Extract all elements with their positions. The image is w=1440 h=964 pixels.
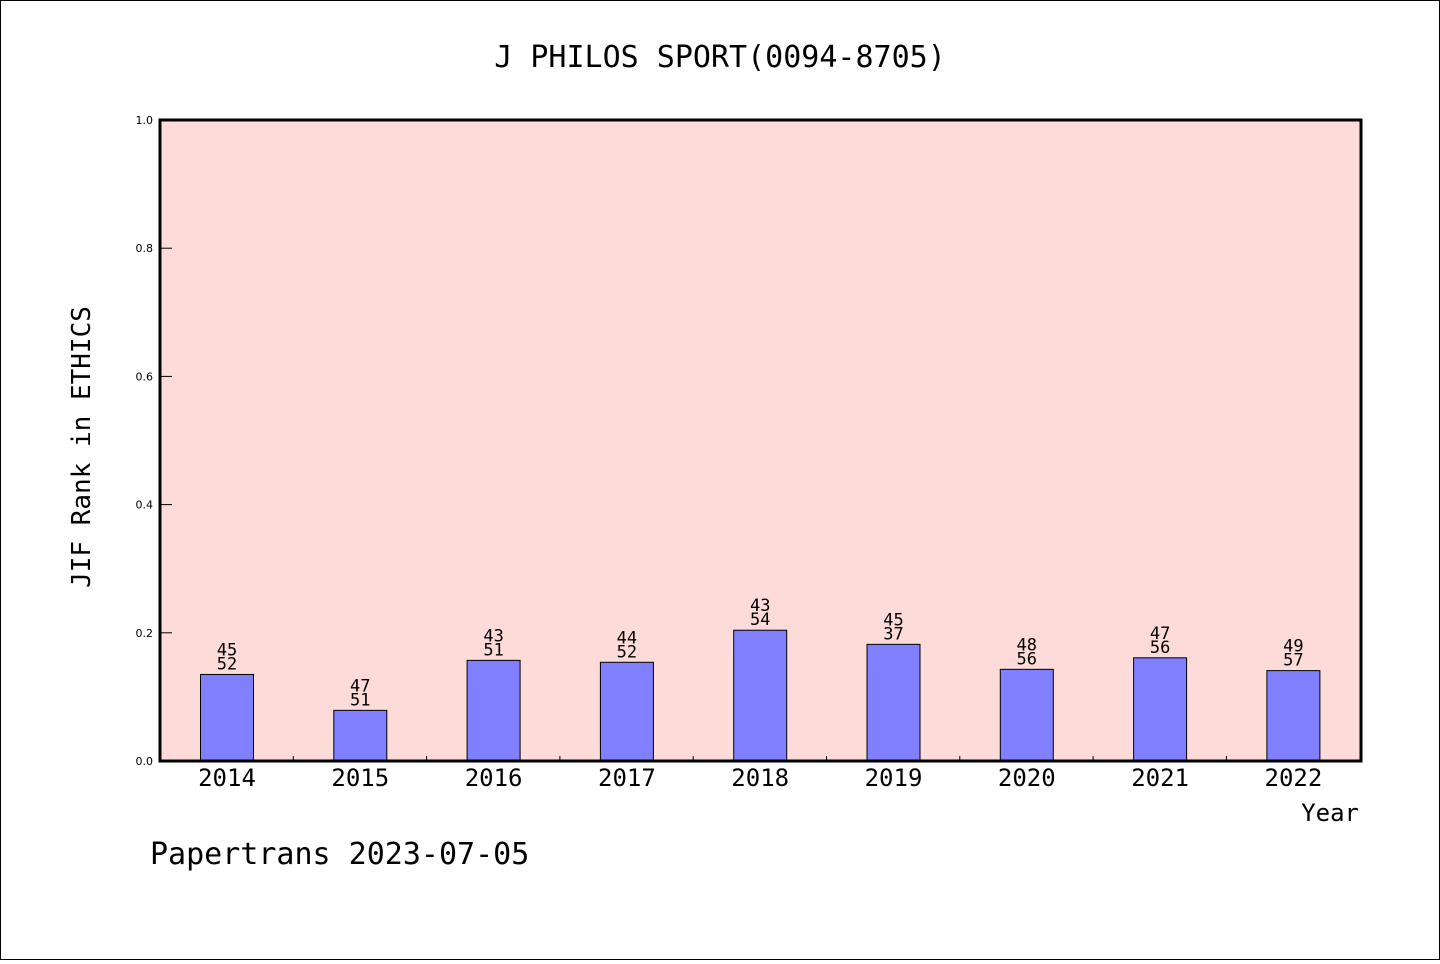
bar-rank-label: 49	[1283, 637, 1303, 657]
axis-ticks: 2014 2015 2016 2017 2018 2019 2020 2021 2022 0.0 0…	[136, 114, 1323, 792]
x-tick-label-2016: 2016	[465, 764, 523, 792]
bar-total-label: 51	[350, 690, 370, 710]
bar-2020	[999, 668, 1054, 762]
y-tick-label: 0.0	[136, 755, 154, 768]
bar-total-label: 37	[883, 624, 903, 644]
bar-rank-label: 43	[750, 596, 770, 616]
plot-border	[158, 118, 1363, 763]
bar-total-label: 52	[617, 642, 637, 662]
bar-rank-label: 45	[217, 640, 237, 660]
y-axis-label: JIF Rank in ETHICS	[67, 306, 97, 588]
x-tick-label-2022: 2022	[1265, 764, 1323, 792]
y-tick-label: 0.4	[136, 499, 154, 512]
bar-total-label: 54	[750, 610, 770, 630]
footer-credit: Papertrans 2023-07-05	[150, 837, 529, 872]
bar-total-label: 57	[1283, 651, 1303, 671]
x-tick-label-2020: 2020	[998, 764, 1056, 792]
x-tick-label-2017: 2017	[598, 764, 656, 792]
bar-2019	[866, 643, 921, 762]
y-tick-label: 0.2	[136, 627, 154, 640]
x-tick-label-2015: 2015	[331, 764, 389, 792]
x-axis-label: Year	[1301, 799, 1359, 827]
bar-2018	[733, 629, 788, 762]
y-tick-label: 0.6	[136, 370, 154, 383]
bar-2022	[1266, 670, 1321, 762]
chart-title: J PHILOS SPORT(0094-8705)	[494, 40, 946, 75]
bar-rank-label: 44	[617, 628, 637, 648]
bar-total-label: 51	[483, 640, 503, 660]
bar-rank-label: 47	[1150, 624, 1170, 644]
bar-rank-label: 43	[483, 626, 503, 646]
bar-rank-label: 47	[350, 676, 370, 696]
y-tick-label: 1.0	[136, 114, 154, 127]
bar-2014	[200, 673, 254, 762]
bar-total-label: 56	[1150, 638, 1170, 658]
bar-2021	[1133, 657, 1188, 762]
bar-total-label: 56	[1017, 649, 1037, 669]
x-tick-label-2014: 2014	[198, 764, 256, 792]
bar-rank-label: 45	[883, 610, 903, 630]
bar-rank-label: 48	[1017, 635, 1037, 655]
x-tick-label-2018: 2018	[731, 764, 789, 792]
bar-total-label: 52	[217, 654, 237, 674]
y-tick-label: 0.8	[136, 242, 154, 255]
bar-2016	[466, 659, 521, 762]
bar-2015	[333, 709, 388, 762]
x-tick-label-2019: 2019	[865, 764, 923, 792]
bar-2017	[599, 661, 654, 762]
x-tick-label-2021: 2021	[1131, 764, 1189, 792]
